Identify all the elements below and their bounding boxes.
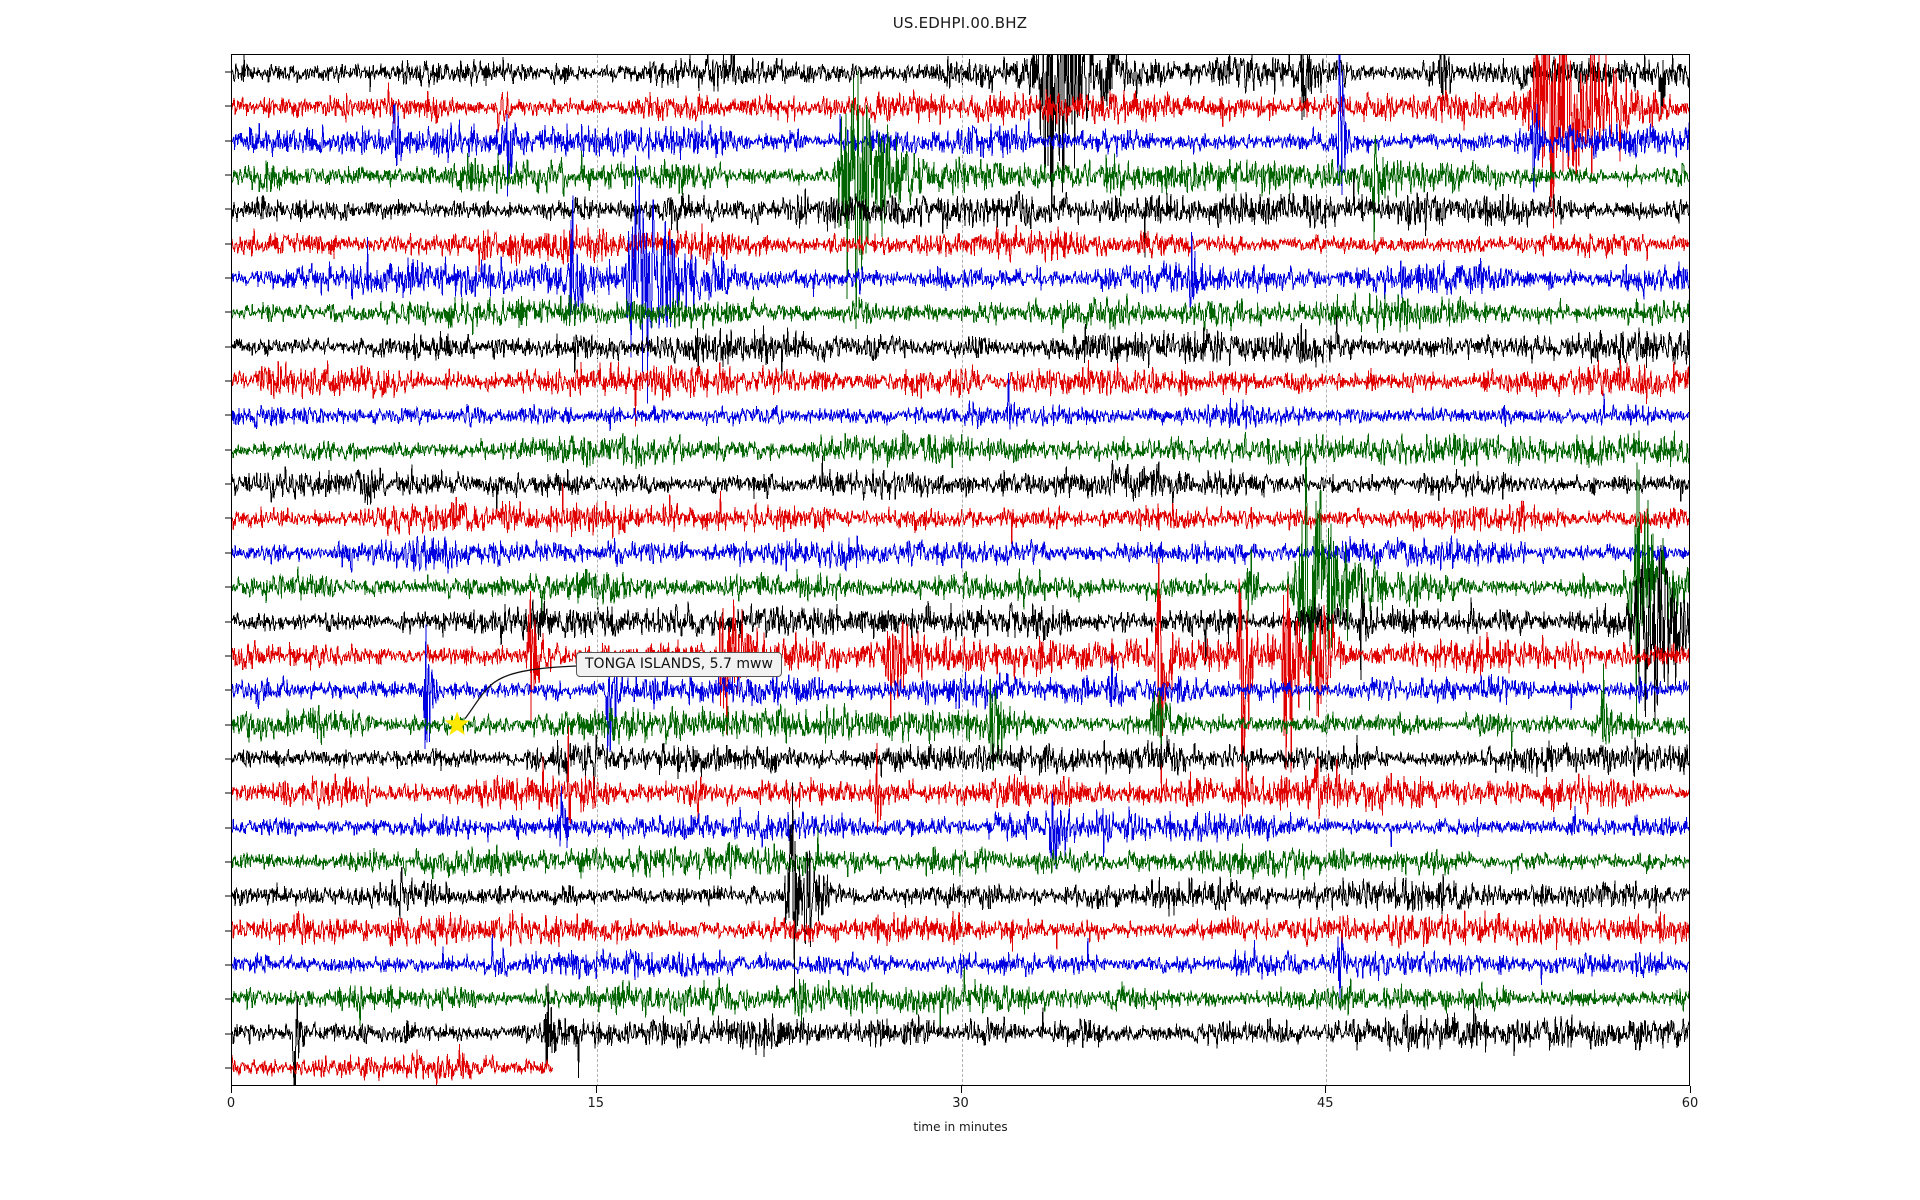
trace-line	[232, 444, 1689, 723]
trace-line	[232, 55, 1689, 229]
trace-line	[232, 967, 1689, 1031]
x-tick-mark	[1325, 1086, 1327, 1093]
trace-line	[232, 933, 1689, 1008]
page-title: US.EDHPI.00.BHZ	[892, 14, 1028, 32]
trace-line	[232, 169, 1689, 258]
y-tick-mark	[225, 861, 232, 863]
y-tick-mark	[225, 964, 232, 966]
y-tick-mark	[225, 517, 232, 519]
x-tick-mark	[960, 1086, 962, 1093]
y-tick-mark	[225, 655, 232, 657]
trace-line	[232, 826, 1689, 880]
y-tick-mark	[225, 208, 232, 210]
trace-line	[232, 455, 1689, 514]
trace-line	[232, 726, 1689, 831]
y-tick-mark	[225, 277, 232, 279]
gridline	[596, 55, 598, 1085]
x-tick-label: 45	[1316, 1096, 1334, 1111]
y-tick-mark	[225, 792, 232, 794]
y-tick-mark	[225, 414, 232, 416]
y-tick-mark	[225, 724, 232, 726]
y-tick-mark	[225, 758, 232, 760]
trace-line	[232, 291, 1689, 336]
trace-line	[232, 55, 1689, 222]
x-tick-label: 15	[587, 1096, 605, 1111]
trace-line	[232, 373, 1689, 432]
trace-line	[232, 782, 1689, 997]
event-annotation-label[interactable]: TONGA ISLANDS, 5.7 mww	[576, 652, 782, 677]
x-tick-mark	[231, 1086, 232, 1093]
y-tick-mark	[225, 105, 232, 107]
trace-line	[232, 223, 1689, 272]
y-tick-mark	[225, 174, 232, 176]
trace-line	[232, 624, 1689, 758]
y-tick-mark	[225, 998, 232, 1000]
trace-line	[232, 71, 1689, 329]
y-tick-mark	[225, 689, 232, 691]
y-tick-mark	[225, 243, 232, 245]
y-tick-mark	[225, 930, 232, 932]
x-tick-mark	[1690, 1086, 1691, 1093]
trace-line	[232, 55, 1689, 197]
y-tick-mark	[225, 1033, 232, 1035]
trace-line	[232, 663, 1689, 772]
trace-line	[232, 910, 1689, 952]
x-axis-label: time in minutes	[913, 1120, 1008, 1134]
x-tick-label: 30	[952, 1096, 969, 1111]
gridline	[1326, 55, 1328, 1085]
trace-line	[232, 1044, 554, 1085]
trace-line	[232, 359, 1689, 427]
y-tick-mark	[225, 552, 232, 554]
plot-area[interactable]	[231, 54, 1690, 1086]
trace-line	[232, 155, 1689, 404]
y-tick-mark	[225, 1067, 232, 1069]
y-tick-mark	[225, 827, 232, 829]
gridline	[961, 55, 963, 1085]
trace-line	[232, 544, 1689, 723]
x-tick-label: 60	[1681, 1096, 1699, 1111]
trace-line	[232, 483, 1689, 547]
trace-line	[232, 430, 1689, 470]
y-tick-mark	[225, 380, 232, 382]
y-axis: 00:00:0701:00:0702:00:0703:00:0704:00:07…	[0, 0, 232, 1200]
y-tick-mark	[225, 140, 232, 142]
seismogram-traces	[232, 55, 1689, 1085]
trace-line	[232, 734, 1689, 790]
y-tick-mark	[225, 311, 232, 313]
trace-line	[232, 785, 1689, 869]
trace-line	[232, 983, 1689, 1085]
y-tick-mark	[225, 71, 232, 73]
y-tick-mark	[225, 346, 232, 348]
y-tick-mark	[225, 586, 232, 588]
y-tick-mark	[225, 449, 232, 451]
trace-line	[232, 535, 1689, 574]
x-tick-mark	[595, 1086, 597, 1093]
y-tick-mark	[225, 621, 232, 623]
y-tick-mark	[225, 483, 232, 485]
trace-line	[232, 314, 1689, 377]
trace-line	[232, 558, 1689, 817]
y-tick-mark	[225, 895, 232, 897]
